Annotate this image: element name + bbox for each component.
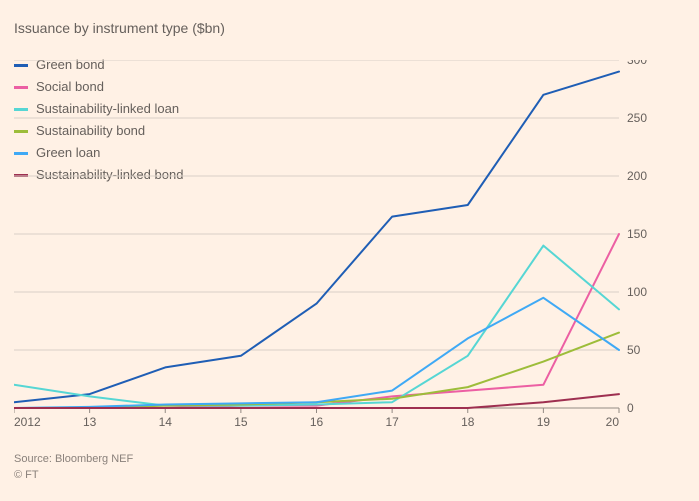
x-tick-label: 13 (83, 415, 97, 429)
copyright-text: © FT (14, 467, 133, 483)
y-tick-label: 100 (627, 285, 647, 299)
chart-subtitle: Issuance by instrument type ($bn) (14, 20, 225, 36)
x-tick-label: 16 (310, 415, 324, 429)
x-tick-label: 17 (385, 415, 399, 429)
series-line (14, 72, 619, 403)
y-tick-label: 200 (627, 169, 647, 183)
x-tick-label: 18 (461, 415, 475, 429)
chart-plot: 0 50 100 150 200 250 300 2012 13 14 15 16 17 18 19 20 (14, 60, 654, 430)
y-tick-label: 150 (627, 227, 647, 241)
source-text: Source: Bloomberg NEF (14, 451, 133, 467)
y-tick-label: 50 (627, 343, 641, 357)
chart-footer: Source: Bloomberg NEF © FT (14, 451, 133, 483)
series-line (14, 246, 619, 406)
y-tick-label: 0 (627, 401, 634, 415)
series-line (14, 234, 619, 408)
y-tick-label: 300 (627, 60, 647, 67)
y-tick-label: 250 (627, 111, 647, 125)
series-line (14, 333, 619, 408)
x-tick-label: 15 (234, 415, 248, 429)
x-tick-label: 19 (537, 415, 551, 429)
x-tick-label: 2012 (14, 415, 41, 429)
x-tick-label: 20 (606, 415, 620, 429)
series-line (14, 298, 619, 408)
x-tick-label: 14 (159, 415, 173, 429)
